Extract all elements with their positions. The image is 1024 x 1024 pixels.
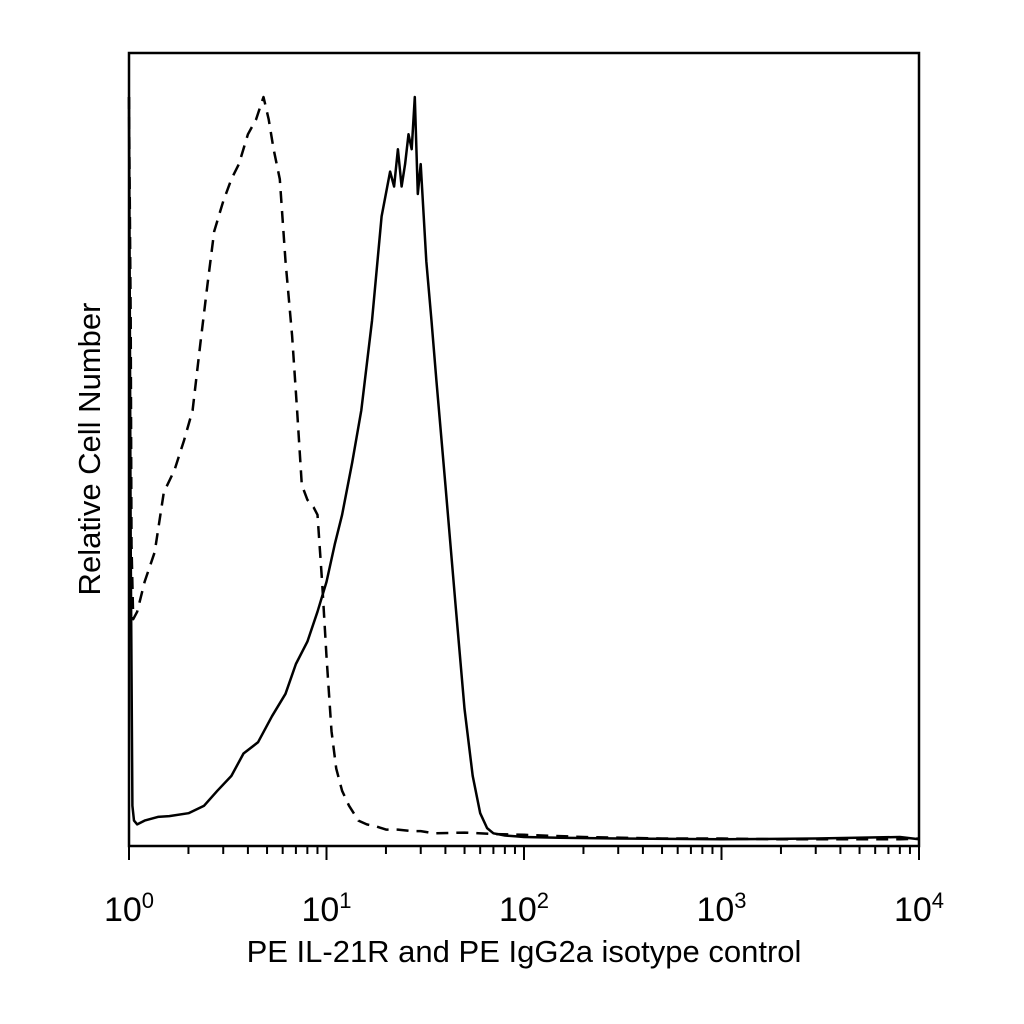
x-tick-labels: 100 101 102 103 104: [104, 888, 944, 929]
x-axis-ticks: [128, 846, 920, 860]
plot-area-frame: [127, 51, 921, 848]
x-tick-label-2: 102: [499, 888, 549, 929]
x-tick-label-1: 101: [301, 888, 351, 929]
il21r-curve: [127, 95, 920, 841]
y-axis-title: Relative Cell Number: [72, 303, 107, 596]
x-tick-label-4: 104: [894, 888, 944, 929]
series-layer: [127, 95, 920, 841]
x-axis-title: PE IL-21R and PE IgG2a isotype control: [247, 934, 802, 969]
x-tick-label-3: 103: [696, 888, 746, 929]
x-tick-label-0: 100: [104, 888, 154, 929]
isotype-control-curve: [127, 95, 920, 841]
